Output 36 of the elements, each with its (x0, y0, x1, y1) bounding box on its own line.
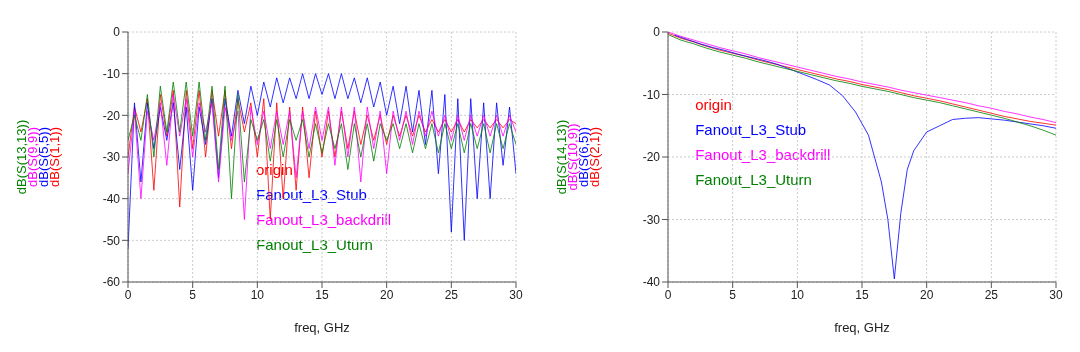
x-tick-label: 25 (984, 287, 999, 302)
y-tick-label: -40 (102, 191, 121, 206)
x-tick-label: 20 (919, 287, 934, 302)
x-tick-label: 0 (664, 287, 672, 302)
y-axis-title: dB(S(14,13)) dB(S(10,9)) dB(S(6,5)) dB(S(2,1)) (554, 119, 602, 195)
x-tick-label: 10 (790, 287, 805, 302)
y-tick-label: -30 (642, 212, 661, 227)
text: Fanout_L3_Stub (695, 120, 808, 140)
x-tick-label: 5 (729, 287, 737, 302)
text: Fanout_L3_Uturn (256, 235, 374, 255)
x-tick-label: 15 (315, 287, 329, 302)
x-tick-label: 20 (379, 287, 394, 302)
y-tick-label: -10 (102, 66, 121, 81)
y-tick-label: -30 (102, 150, 121, 165)
y-tick-label: -10 (642, 87, 661, 102)
x-tick-label: 5 (189, 287, 197, 302)
y-tick-label: 0 (653, 25, 661, 40)
x-axis-title: freq, GHz (294, 320, 350, 335)
y-tick-label: -20 (102, 108, 121, 123)
x-tick-label: 0 (124, 287, 132, 302)
series-label: Fanout_L3_backdrill (256, 210, 392, 230)
x-tick-label: 10 (250, 287, 265, 302)
text: origin (695, 95, 733, 115)
x-tick-label: 25 (444, 287, 459, 302)
x-tick-label: 30 (509, 287, 523, 302)
y-tick-label: -50 (102, 233, 121, 248)
x-tick-label: 30 (1049, 287, 1063, 302)
y-tick-label: 0 (113, 25, 121, 40)
text: Fanout_L3_Uturn (695, 170, 813, 190)
y-tick-label: -20 (642, 150, 661, 165)
x-tick-label: 15 (855, 287, 869, 302)
y-tick-label: -60 (102, 275, 121, 290)
x-axis-title: freq, GHz (834, 320, 890, 335)
y-tick-label: -40 (642, 275, 661, 290)
text: Fanout_L3_backdrill (695, 145, 831, 165)
y-axis-title: dB(S(13,13)) dB(S(9,9)) dB(S(5,5)) dB(S(1,1)) (14, 119, 62, 195)
